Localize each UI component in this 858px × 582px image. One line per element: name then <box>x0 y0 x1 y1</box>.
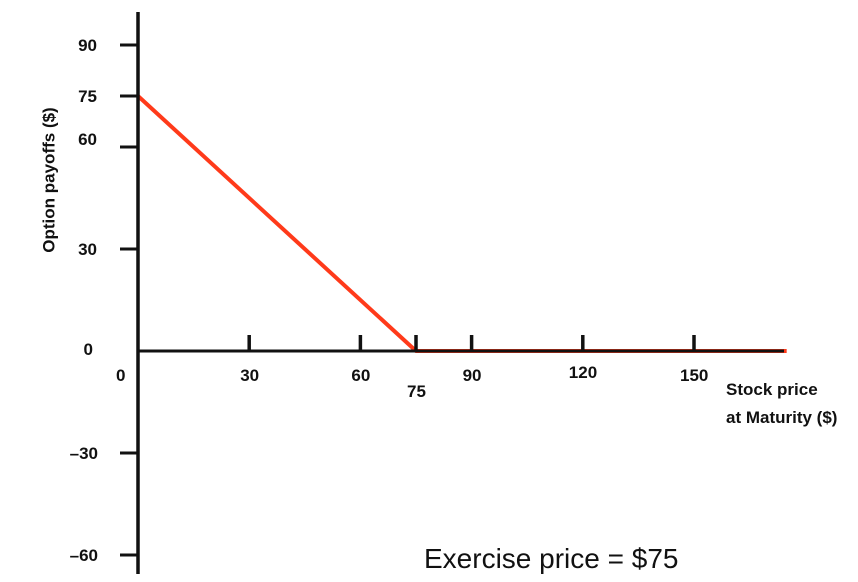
x-axis-title-line-1: Stock price <box>726 380 818 399</box>
y-tick-label: 30 <box>78 240 97 259</box>
x-tick-label: 60 <box>351 366 370 385</box>
y-tick-label: 75 <box>78 87 97 106</box>
payoff-line <box>136 94 787 353</box>
x-tick-label: 150 <box>680 366 708 385</box>
y-tick-label: 0 <box>84 340 93 359</box>
x-tick-label: 90 <box>463 366 482 385</box>
y-tick-label: –60 <box>70 546 98 565</box>
x-axis-title-line-2: at Maturity ($) <box>726 408 837 427</box>
exercise-price-note: Exercise price = $75 <box>424 543 678 574</box>
y-axis-title: Option payoffs ($) <box>39 107 58 252</box>
y-tick-label: 60 <box>78 130 97 149</box>
x-tick-label: 120 <box>569 363 597 382</box>
labels-layer: 0 30 60 75 90 120 150 90 75 60 30 0 –30 –60 <box>70 36 709 565</box>
x-tick-label: 30 <box>240 366 259 385</box>
x-tick-label: 0 <box>116 366 125 385</box>
y-tick-label: 90 <box>78 36 97 55</box>
y-ticks <box>120 43 138 557</box>
x-tick-label: 75 <box>407 382 426 401</box>
x-ticks <box>247 335 696 351</box>
y-tick-label: –30 <box>70 444 98 463</box>
series-layer <box>136 94 787 353</box>
